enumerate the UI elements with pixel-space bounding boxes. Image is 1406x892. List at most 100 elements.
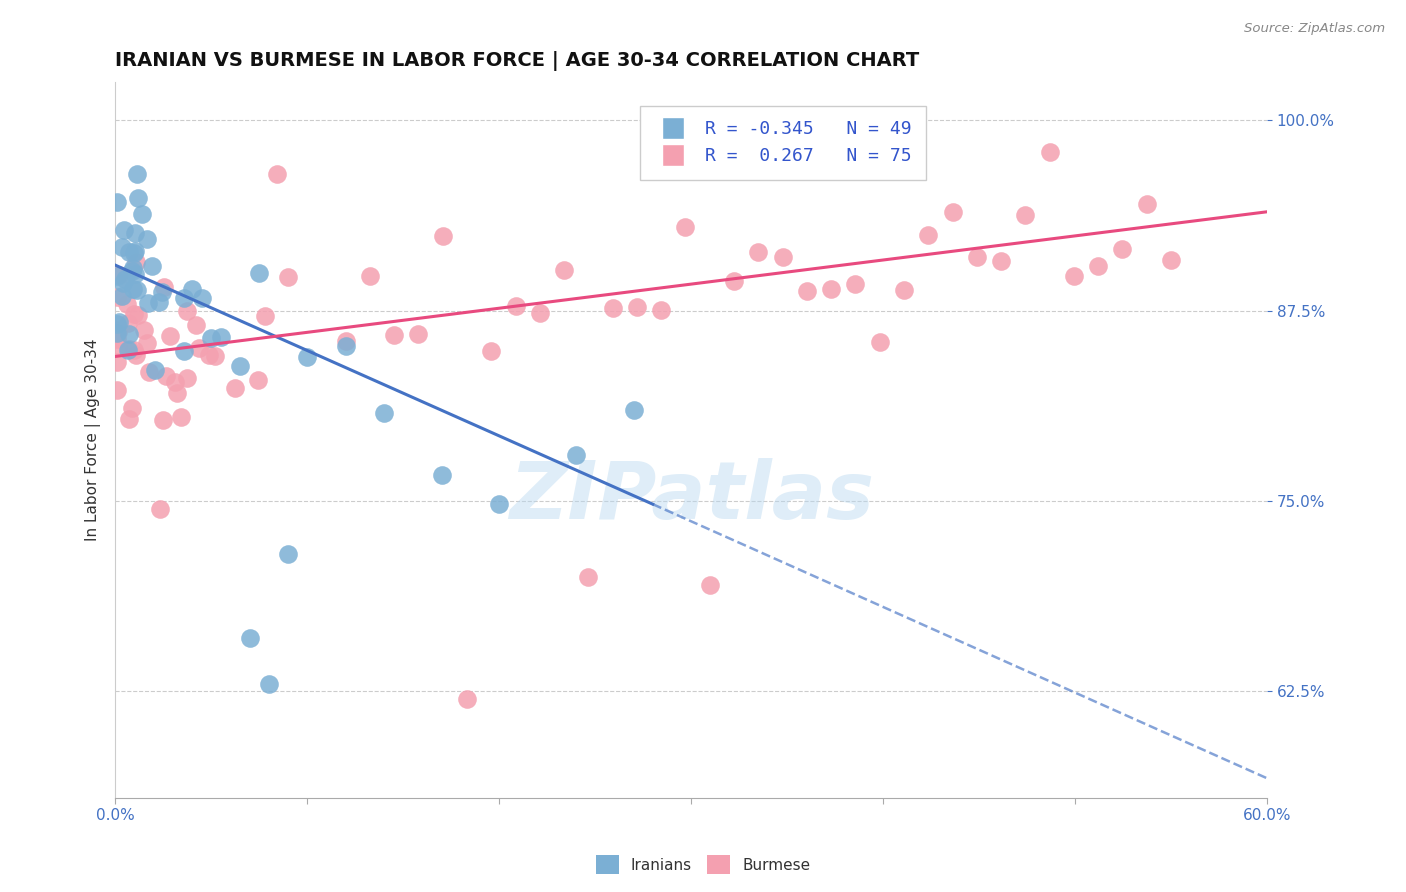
Point (277, 270, 299, 285)
Legend: R = -0.345   N = 49, R =  0.267   N = 75: R = -0.345 N = 49, R = 0.267 N = 75 (640, 105, 927, 179)
Point (107, 339, 129, 353)
Point (170, 410, 193, 425)
Point (141, 259, 163, 273)
Point (173, 291, 195, 305)
Point (941, 205, 963, 219)
Point (456, 692, 478, 706)
Point (107, 194, 129, 209)
Point (295, 351, 318, 365)
Point (122, 343, 145, 357)
Point (108, 315, 131, 329)
Point (382, 328, 405, 343)
Point (335, 334, 357, 348)
Point (247, 374, 270, 388)
Point (155, 369, 177, 384)
Point (118, 412, 141, 426)
Point (1136, 196, 1159, 211)
Y-axis label: In Labor Force | Age 30-34: In Labor Force | Age 30-34 (86, 339, 101, 541)
Point (488, 498, 510, 512)
Point (565, 449, 588, 463)
Text: ZIPatlas: ZIPatlas (509, 458, 873, 536)
Point (124, 267, 146, 281)
Point (121, 401, 143, 416)
Point (105, 323, 128, 337)
Point (796, 285, 818, 299)
Point (105, 289, 128, 303)
Point (747, 244, 769, 259)
Legend: Iranians, Burmese: Iranians, Burmese (589, 849, 817, 880)
Point (149, 501, 172, 516)
Point (432, 229, 454, 244)
Point (966, 250, 988, 264)
Point (359, 268, 381, 283)
Point (181, 282, 204, 296)
Point (576, 570, 599, 584)
Point (125, 348, 148, 362)
Point (553, 262, 575, 277)
Point (127, 308, 149, 322)
Point (239, 631, 262, 645)
Point (204, 349, 226, 363)
Point (150, 285, 173, 300)
Point (869, 335, 891, 350)
Point (1111, 242, 1133, 256)
Point (125, 255, 148, 269)
Point (253, 309, 276, 323)
Point (277, 548, 299, 562)
Point (105, 355, 128, 369)
Point (1039, 145, 1062, 159)
Point (200, 331, 222, 345)
Point (121, 261, 143, 276)
Point (121, 264, 143, 278)
Point (152, 413, 174, 427)
Point (135, 336, 157, 351)
Point (136, 232, 159, 246)
Point (108, 268, 131, 283)
Point (166, 386, 188, 401)
Point (112, 223, 135, 237)
Point (122, 246, 145, 260)
Point (124, 244, 146, 258)
Point (184, 318, 207, 333)
Point (176, 303, 198, 318)
Point (115, 297, 138, 311)
Point (148, 295, 170, 310)
Point (373, 406, 395, 420)
Point (675, 220, 697, 235)
Point (127, 191, 149, 205)
Point (650, 303, 672, 318)
Point (623, 403, 645, 417)
Point (117, 316, 139, 330)
Point (820, 282, 842, 296)
Point (111, 276, 134, 290)
Point (529, 306, 551, 320)
Point (176, 370, 198, 384)
Point (127, 167, 149, 181)
Point (124, 226, 146, 240)
Point (134, 323, 156, 337)
Point (173, 344, 195, 359)
Text: Source: ZipAtlas.com: Source: ZipAtlas.com (1244, 22, 1385, 36)
Point (125, 283, 148, 297)
Point (224, 381, 246, 395)
Point (153, 280, 176, 294)
Point (105, 326, 128, 340)
Point (117, 343, 139, 357)
Point (626, 301, 648, 315)
Point (143, 363, 166, 377)
Point (699, 578, 721, 592)
Point (893, 283, 915, 297)
Point (247, 267, 270, 281)
Point (505, 299, 527, 313)
Point (105, 317, 128, 331)
Text: IRANIAN VS BURMESE IN LABOR FORCE | AGE 30-34 CORRELATION CHART: IRANIAN VS BURMESE IN LABOR FORCE | AGE … (115, 51, 920, 70)
Point (105, 268, 128, 283)
Point (917, 227, 939, 242)
Point (1087, 259, 1109, 273)
Point (430, 468, 453, 483)
Point (105, 332, 128, 346)
Point (187, 341, 209, 355)
Point (131, 207, 153, 221)
Point (190, 291, 212, 305)
Point (111, 240, 134, 254)
